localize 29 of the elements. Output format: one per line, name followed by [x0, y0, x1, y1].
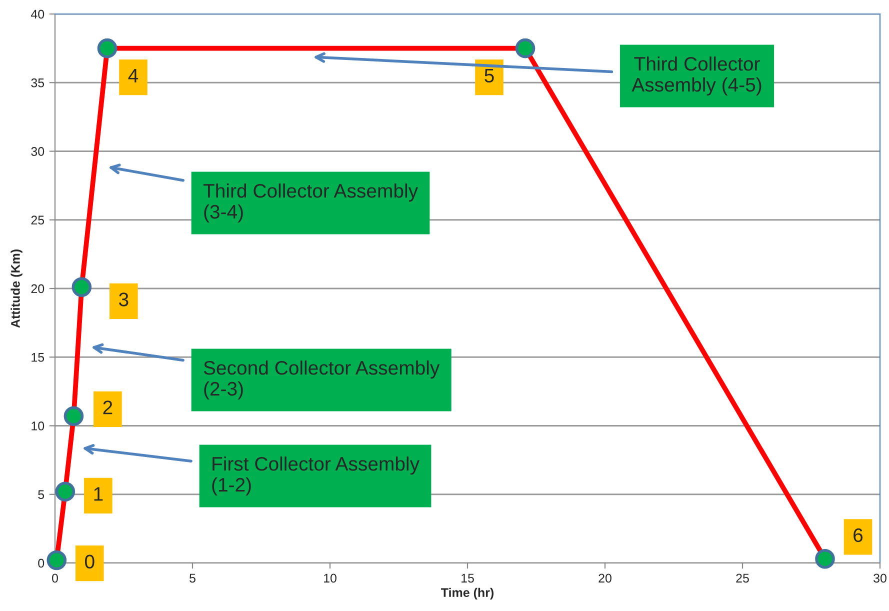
y-tick-label: 15	[32, 353, 44, 362]
x-tick-label: 0	[52, 574, 58, 583]
annotation: Third Collector Assembly (3-4)	[203, 183, 418, 223]
x-tick-label: 5	[190, 574, 196, 583]
y-tick-label: 30	[31, 147, 44, 156]
y-tick-label: 20	[31, 284, 44, 294]
annotation: First Collector Assembly (1-2)	[212, 456, 420, 496]
y-tick-label: 35	[31, 78, 44, 88]
x-tick-label: 20	[598, 574, 612, 583]
x-tick-label: 15	[462, 574, 474, 583]
y-tick-label: 10	[32, 422, 44, 430]
x-tick-label: 30	[874, 574, 886, 583]
y-tick-label: 25	[31, 216, 44, 225]
annotation: 3	[119, 292, 128, 306]
annotation: Third Collector Assembly (4-5)	[632, 56, 762, 96]
annotation: 6	[854, 528, 863, 542]
x-tick-label: 25	[736, 574, 749, 583]
annotation: 2	[103, 400, 112, 414]
annotation: 1	[94, 487, 103, 501]
annotation: 0	[85, 554, 94, 568]
x-axis-title: Time (hr)	[441, 588, 494, 600]
annotation: 4	[128, 68, 138, 82]
y-axis-title: Attitude (Km)	[10, 250, 22, 328]
annotation: Second Collector Assembly (2-3)	[204, 360, 440, 400]
y-tick-label: 5	[38, 490, 44, 500]
x-tick-label: 10	[324, 574, 336, 583]
y-tick-label: 40	[30, 10, 44, 19]
annotation: 5	[484, 68, 494, 83]
y-tick-label: 0	[38, 558, 44, 568]
